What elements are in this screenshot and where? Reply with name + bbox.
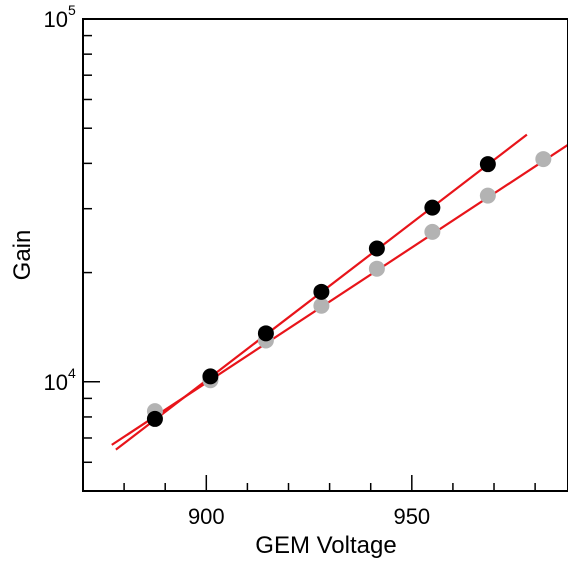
- y-tick-label: 10: [44, 370, 68, 395]
- data-points: [146, 151, 552, 427]
- data-point-s1-4: [313, 283, 330, 300]
- x-tick-label: 950: [393, 504, 430, 529]
- data-point-s1-2: [202, 368, 219, 385]
- data-point-s1-3: [257, 325, 274, 342]
- y-axis-label: Gain: [9, 230, 36, 281]
- x-axis-label: GEM Voltage: [255, 532, 396, 559]
- data-point-s1-7: [479, 156, 496, 173]
- data-point-s2-6: [424, 223, 441, 240]
- fit-lines: [111, 133, 568, 451]
- data-point-s2-4: [313, 297, 330, 314]
- plot-frame: [82, 18, 568, 492]
- data-point-s1-1: [146, 410, 163, 427]
- x-axis-ticks: 900 950: [123, 475, 536, 529]
- data-point-s1-5: [368, 240, 385, 257]
- x-tick-label: 900: [188, 504, 225, 529]
- y-tick-label: 10: [44, 7, 68, 32]
- data-point-s1-6: [424, 199, 441, 216]
- y-tick-exponent: 5: [68, 2, 76, 18]
- data-point-s2-7: [479, 187, 496, 204]
- data-point-s2-5: [368, 260, 385, 277]
- y-tick-exponent: 4: [68, 365, 76, 381]
- data-point-s2-8: [535, 151, 552, 168]
- fit-line-2: [111, 143, 568, 446]
